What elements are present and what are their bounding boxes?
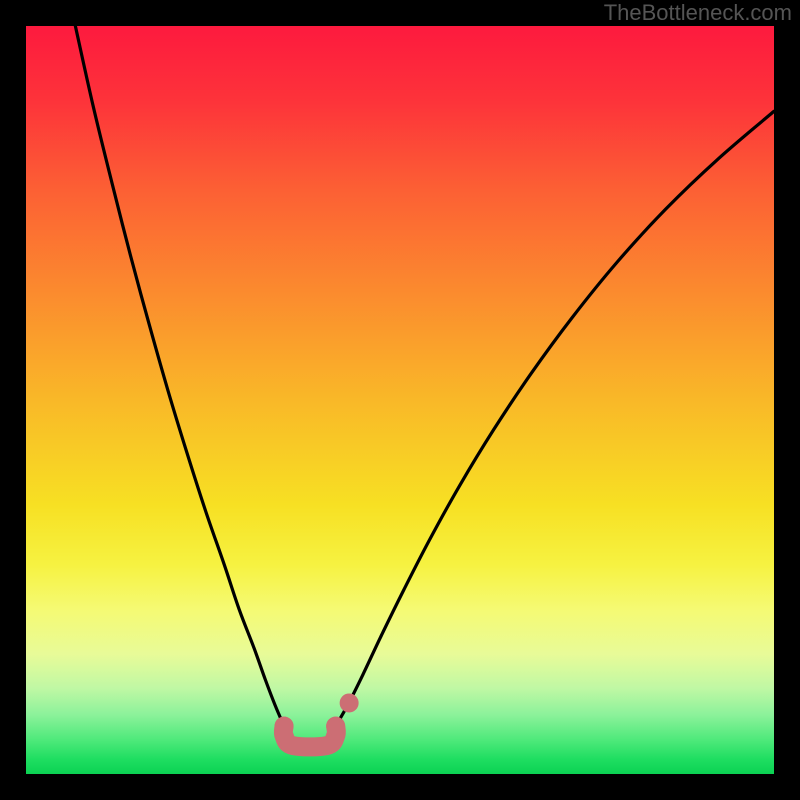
marker-dot-0	[275, 717, 294, 736]
marker-dot-2	[340, 693, 359, 712]
root-container: TheBottleneck.com	[0, 0, 800, 800]
marker-dot-1	[326, 717, 345, 736]
plot-gradient	[26, 26, 774, 774]
bottleneck-chart	[0, 0, 800, 800]
watermark-text: TheBottleneck.com	[604, 0, 792, 26]
